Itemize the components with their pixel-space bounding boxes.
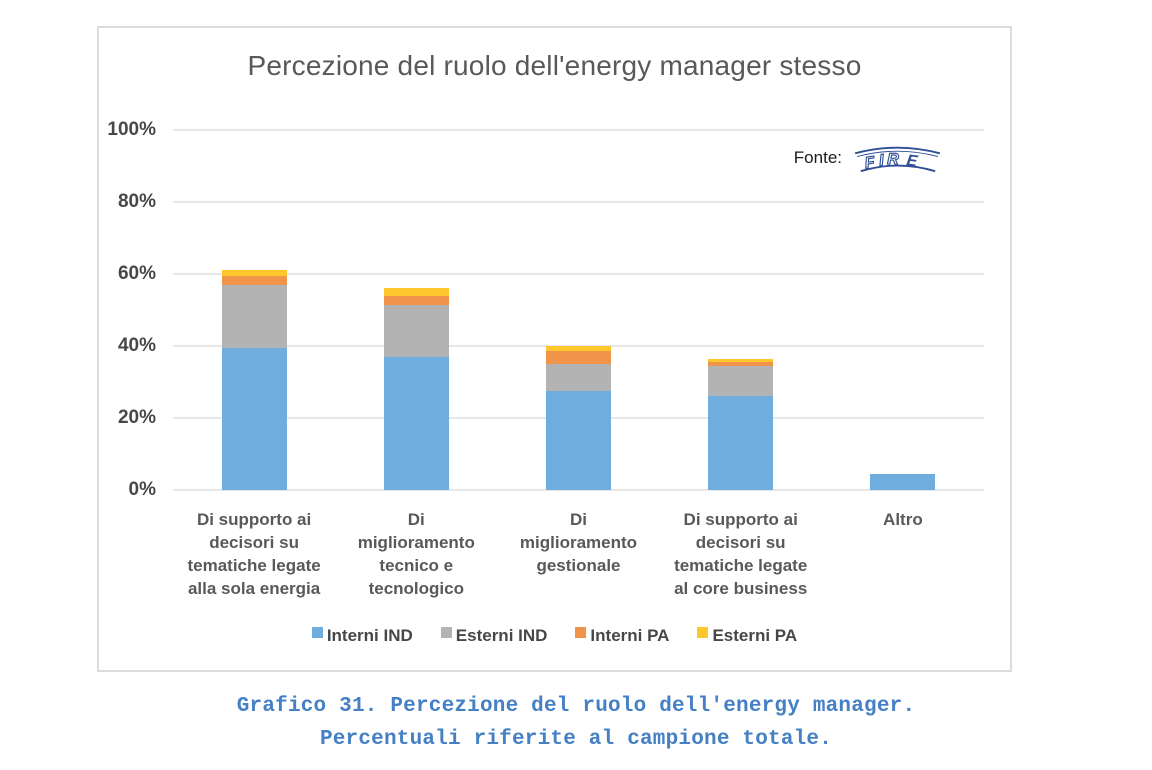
bar-segment-interni-pa (546, 351, 611, 364)
y-tick-label: 60% (117, 263, 156, 284)
logo-letter-r: R (887, 151, 899, 168)
bar-segment-interni-ind (708, 396, 774, 490)
bar-segment-esterni-pa (708, 358, 774, 363)
bar-segment-interni-ind (870, 473, 936, 490)
caption-line-1: Grafico 31. Percezione del ruolo dell'en… (236, 695, 916, 718)
y-tick-label: 100% (107, 119, 156, 140)
bar-segment-esterni-ind (221, 284, 287, 348)
plot-area (173, 129, 984, 491)
bar-segment-esterni-pa (383, 288, 449, 296)
chart-caption: Grafico 31. Percezione del ruolo dell'en… (0, 690, 1152, 756)
y-tick-label: 80% (117, 191, 156, 212)
stacked-bar (870, 473, 936, 490)
x-category-label: Di supporto ai decisori su tematiche leg… (187, 510, 321, 598)
bar-segment-interni-ind (221, 347, 287, 490)
stacked-bar (221, 270, 287, 490)
x-category-label: Di miglioramento tecnico e tecnologico (357, 510, 475, 598)
x-category-label: Di miglioramento gestionale (519, 510, 638, 575)
bar-segment-esterni-pa (546, 346, 611, 352)
bar-segment-esterni-pa (221, 270, 287, 276)
legend-swatch (697, 627, 709, 638)
bar-segment-interni-ind (383, 356, 449, 490)
bar-segment-interni-pa (708, 362, 774, 366)
legend-item: Esterni IND (440, 625, 548, 646)
legend: Interni IND Esterni IND Interni PA Esterni … (99, 625, 1010, 646)
y-axis-labels: 100% 80% 60% 40% 20% 0% (99, 119, 156, 500)
gridline (173, 201, 984, 203)
legend-item: Interni IND (311, 625, 413, 646)
source-label: Fonte: (793, 148, 842, 167)
stacked-bar (708, 358, 774, 490)
legend-swatch (440, 627, 452, 638)
bar-segment-esterni-ind (383, 304, 449, 357)
legend-label: Esterni PA (712, 626, 798, 645)
legend-item: Interni PA (575, 625, 669, 646)
bar-segment-interni-pa (221, 275, 287, 285)
bar-segment-esterni-ind (708, 365, 774, 397)
caption-line-2: Percentuali riferite al campione totale. (319, 728, 833, 751)
chart-panel: Percezione del ruolo dell'energy manager… (97, 26, 1012, 672)
x-category-label: Di supporto ai decisori su tematiche leg… (674, 510, 808, 598)
x-axis-labels: Di supporto ai decisori su tematiche leg… (173, 508, 984, 608)
legend-item: Esterni PA (697, 625, 797, 646)
stacked-bar (383, 288, 449, 490)
gridline (173, 129, 984, 131)
fire-logo: F I R E (854, 146, 941, 173)
chart-title: Percezione del ruolo dell'energy manager… (247, 50, 862, 81)
bar-segment-interni-pa (383, 295, 449, 305)
source-attribution: Fonte: F I R E (794, 142, 944, 174)
logo-letter-i: I (878, 152, 884, 169)
logo-top-arc (854, 146, 941, 155)
gridline (173, 345, 984, 347)
logo-letter-e: E (905, 152, 919, 171)
logo-top-arc-inner (856, 150, 939, 158)
bar-segment-esterni-ind (546, 364, 611, 391)
legend-swatch (575, 627, 587, 638)
logo-letter-f: F (864, 154, 877, 172)
legend-swatch (311, 627, 323, 638)
legend-label: Interni IND (326, 626, 413, 645)
y-tick-label: 20% (117, 407, 156, 428)
gridline (173, 489, 984, 491)
y-tick-label: 0% (128, 479, 156, 500)
logo-bottom-arc (860, 164, 936, 173)
y-tick-label: 40% (117, 335, 156, 356)
legend-label: Interni PA (590, 626, 670, 645)
x-category-label: Altro (883, 510, 923, 529)
stacked-bar (546, 346, 611, 490)
bar-segment-interni-ind (546, 391, 611, 490)
legend-label: Esterni IND (455, 626, 548, 645)
gridline (173, 273, 984, 275)
